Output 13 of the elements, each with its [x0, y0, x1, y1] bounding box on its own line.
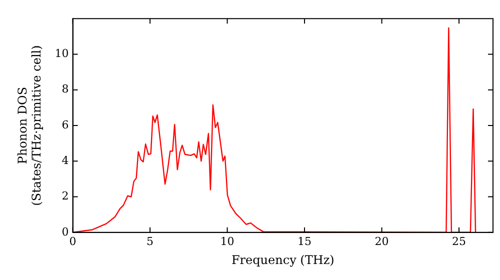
y-tick-label: 0 [62, 225, 69, 238]
y-tick-label: 2 [62, 190, 69, 203]
x-axis-title: Frequency (THz) [231, 252, 334, 267]
y-tick-label: 4 [62, 154, 69, 167]
x-tick-label: 10 [220, 234, 234, 248]
y-tick-label: 8 [62, 82, 69, 96]
x-tick-label: 5 [146, 234, 154, 248]
y-tick-label: 6 [62, 118, 69, 132]
x-tick-label: 20 [374, 234, 389, 248]
y-tick-label: 10 [54, 47, 69, 60]
x-tick-label: 25 [452, 234, 466, 248]
y-axis-title: Phonon DOS (States/THz·primitive cell) [15, 45, 44, 206]
x-tick-label: 15 [298, 234, 312, 248]
